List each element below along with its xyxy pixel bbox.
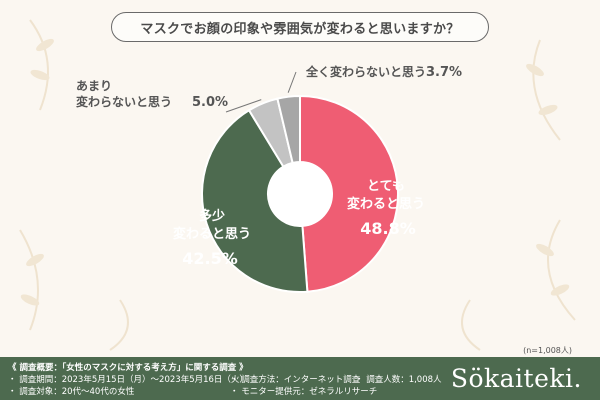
slice-1-label-line1: とても <box>367 179 405 194</box>
survey-provider: ・ モニター提供元：ゼネラルリサーチ <box>230 387 378 397</box>
slice-2-label-line2: 変わると思う <box>173 226 251 242</box>
survey-method: ・ 調査方法：インターネット調査 <box>230 375 361 385</box>
slice-2-value: 42.5% <box>182 249 238 268</box>
sample-size-label: (n=1,008人) <box>523 346 572 355</box>
slice-2-label-line1: 多少 <box>199 208 225 224</box>
slice-4-leader-line <box>287 71 297 93</box>
survey-count: ・ 調査人数：1,008人 <box>355 375 442 385</box>
slice-3-label-line2: 変わらないと思う <box>76 94 172 109</box>
slice-4-label: 全く変わらないと思う <box>305 64 426 79</box>
slice-1-value: 48.8% <box>360 219 416 238</box>
slice-1-label-line2: 変わると思う <box>347 196 425 212</box>
survey-period: ・ 調査期間：2023年5月15日（月）〜2023年5月16日（火） <box>8 375 248 385</box>
donut-center <box>268 162 332 226</box>
slice-4-value: 3.7% <box>426 65 462 80</box>
slice-3-label-line1: あまり <box>76 79 112 93</box>
survey-footer: 《 調査概要：「女性のマスクに対する考え方」に関する調査 》 ・ 調査期間：20… <box>0 357 600 400</box>
question-title: マスクでお顔の印象や雰囲気が変わると思いますか？ <box>111 12 489 42</box>
slice-3-value: 5.0% <box>192 95 228 110</box>
survey-title: 《 調査概要：「女性のマスクに対する考え方」に関する調査 》 <box>8 363 248 373</box>
slice-3-leader-line <box>225 99 262 113</box>
brand-logo: Sökaiteki. <box>450 364 582 393</box>
survey-target: ・ 調査対象：20代〜40代の女性 <box>8 387 135 397</box>
